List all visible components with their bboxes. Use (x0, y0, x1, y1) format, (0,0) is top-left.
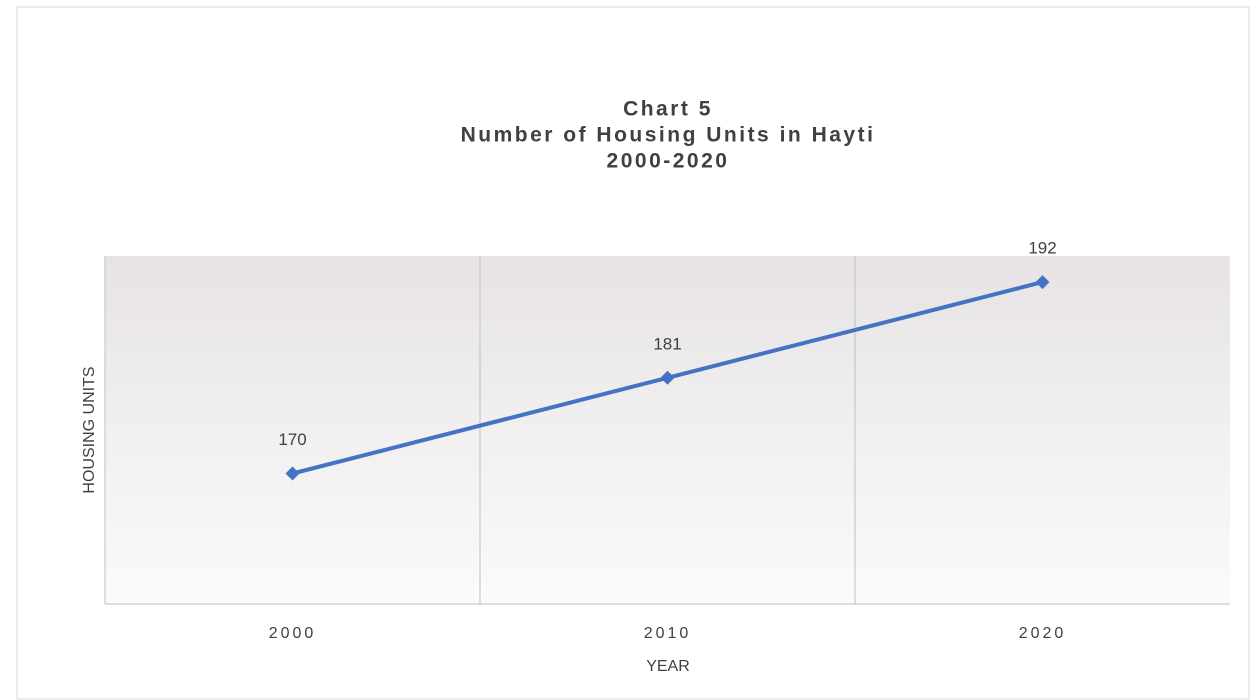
data-point (660, 370, 675, 385)
data-point (285, 466, 300, 481)
chart-title: 2000-2020 (607, 150, 730, 173)
x-tick-label: 2000 (269, 625, 317, 642)
data-label: 181 (653, 334, 681, 353)
data-point (1035, 275, 1050, 290)
x-tick-label: 2010 (644, 625, 692, 642)
data-label: 192 (1028, 239, 1056, 258)
data-label: 170 (278, 430, 306, 449)
x-tick-label: 2020 (1019, 625, 1067, 642)
chart-title: Number of Housing Units in Hayti (461, 124, 876, 147)
x-axis-label: YEAR (646, 658, 690, 675)
y-axis-label: HOUSING UNITS (81, 366, 98, 493)
plot-area (105, 256, 1230, 604)
chart-title: Chart 5 (623, 98, 713, 121)
